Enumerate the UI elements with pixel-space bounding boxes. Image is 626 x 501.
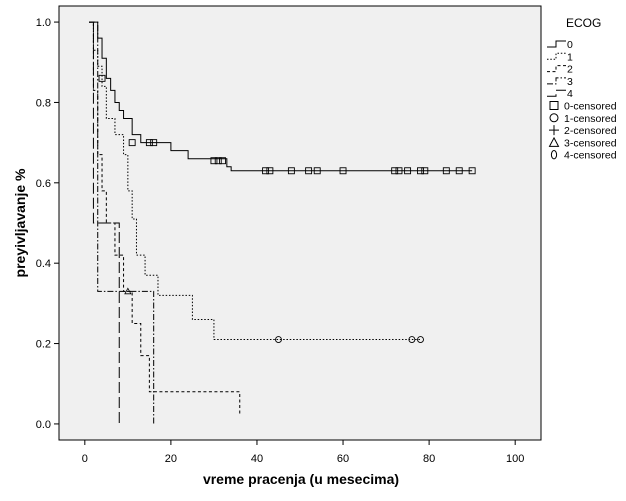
legend-label: 2 <box>567 64 573 76</box>
y-tick-label: 0.4 <box>36 258 51 270</box>
series-layer <box>89 21 473 424</box>
legend-label: 1-censored <box>564 113 617 125</box>
censor-mark-ecog-0 <box>145 139 153 147</box>
censor-mark-ecog-1 <box>408 336 416 343</box>
y-tick-label: 1.0 <box>36 17 51 29</box>
censor-mark-ecog-0 <box>98 74 106 82</box>
legend-entry: 1 <box>547 51 573 63</box>
legend-label: 4-censored <box>564 150 617 162</box>
legend-ellipse-icon <box>550 150 558 160</box>
y-tick-label: 0.0 <box>36 419 51 431</box>
legend-square-icon <box>549 101 559 110</box>
y-tick-label: 0.6 <box>36 178 51 190</box>
legend-circle-icon <box>549 113 559 123</box>
legend-swatch-ecog-2 <box>547 65 566 73</box>
x-tick-label: 100 <box>506 453 524 465</box>
legend-entry: 0-censored <box>549 101 617 113</box>
legend-label: 2-censored <box>564 125 617 137</box>
legend-entry: 2-censored <box>549 125 617 137</box>
legend-entry: 3 <box>547 76 573 88</box>
legend-swatch-ecog-0 <box>547 40 566 48</box>
censor-mark-ecog-0 <box>313 167 321 175</box>
series-line-ecog-1 <box>89 21 421 341</box>
legend-label: 0-censored <box>564 101 617 113</box>
legend-entry: 4 <box>547 88 573 100</box>
x-axis-title: vreme pracenja (u mesecima) <box>203 471 399 487</box>
censor-mark-ecog-0 <box>421 167 429 175</box>
y-axis-title: preyivljavanje % <box>12 168 28 278</box>
censor-mark-ecog-0 <box>266 167 274 175</box>
x-tick-label: 60 <box>337 453 349 465</box>
plot-area <box>58 5 542 441</box>
legend-title: ECOG <box>566 16 601 30</box>
x-tick-label: 0 <box>82 453 88 465</box>
censor-mark-ecog-0 <box>395 167 403 175</box>
series-line-ecog-2 <box>89 21 241 416</box>
legend: ECOG 012340-censored1-censored2-censored… <box>547 16 617 162</box>
legend-label: 0 <box>567 39 573 51</box>
legend-swatch-ecog-3 <box>547 77 566 85</box>
censor-mark-ecog-0 <box>287 167 295 175</box>
censor-mark-ecog-0 <box>210 157 218 165</box>
y-tick-label: 0.2 <box>36 339 51 351</box>
series-line-ecog-3 <box>89 21 155 424</box>
censor-mark-ecog-0 <box>339 167 347 175</box>
legend-entry: 2 <box>547 64 573 76</box>
legend-entry: 1-censored <box>549 113 617 125</box>
censor-mark-ecog-0 <box>468 167 476 175</box>
censor-mark-ecog-0 <box>214 157 222 165</box>
x-tick-label: 80 <box>423 453 435 465</box>
censor-mark-ecog-1 <box>417 336 424 343</box>
axes-layer: 0 20 40 60 80 100 0.0 0.2 0.4 0.6 0.8 1.0 <box>36 17 525 465</box>
series-line-ecog-4 <box>89 21 120 424</box>
censor-mark-ecog-0 <box>128 139 136 147</box>
censor-mark-ecog-0 <box>442 167 450 175</box>
legend-entry: 3-censored <box>548 136 617 149</box>
legend-label: 3-censored <box>564 137 617 149</box>
censor-mark-ecog-0 <box>417 167 424 175</box>
legend-plus-icon <box>549 125 559 136</box>
legend-label: 1 <box>567 51 573 63</box>
legend-swatch-ecog-1 <box>547 52 566 60</box>
x-tick-label: 20 <box>165 453 177 465</box>
legend-swatch-ecog-4 <box>547 89 566 97</box>
legend-label: 4 <box>567 88 573 100</box>
series-line-ecog-0 <box>89 21 473 172</box>
censor-mark-ecog-0 <box>150 139 158 147</box>
censor-mark-ecog-0 <box>455 167 463 175</box>
censor-mark-ecog-1 <box>275 336 282 343</box>
censor-layer <box>98 74 476 343</box>
legend-entry: 0 <box>547 39 573 51</box>
censor-mark-ecog-3 <box>124 287 132 295</box>
censor-mark-ecog-0 <box>262 167 270 175</box>
legend-entry: 4-censored <box>550 150 617 162</box>
censor-mark-ecog-0 <box>305 167 313 175</box>
censor-mark-ecog-0 <box>219 157 226 165</box>
y-tick-label: 0.8 <box>36 97 51 109</box>
legend-label: 3 <box>567 76 573 88</box>
censor-mark-ecog-0 <box>404 167 412 175</box>
censor-mark-ecog-0 <box>391 167 399 175</box>
x-tick-label: 40 <box>251 453 263 465</box>
legend-triangle-icon <box>548 136 560 147</box>
